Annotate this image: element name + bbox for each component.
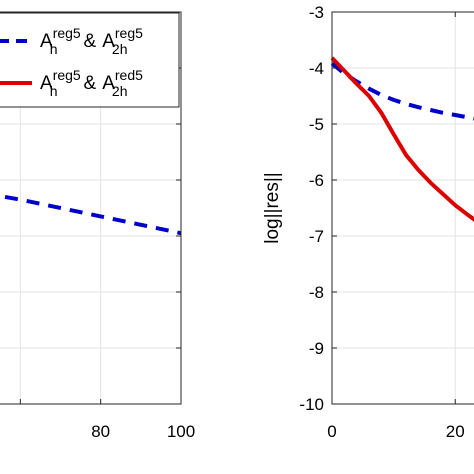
axes-box: [0, 11, 182, 405]
x-tick-label: 80: [91, 422, 110, 441]
y-tick-label: -5: [309, 115, 324, 134]
x-tick-label: 20: [446, 422, 465, 441]
y-axis-label: log||res||: [262, 172, 283, 244]
y-tick-label: -10: [299, 395, 324, 414]
legend-entry: Areg5 h & Areg5 2h: [40, 25, 143, 57]
x-tick-label: 100: [167, 422, 195, 441]
y-tick-label: -8: [309, 283, 324, 302]
series-line-red5: [330, 56, 474, 222]
legend-box: [0, 12, 180, 108]
y-tick-label: -3: [309, 3, 324, 22]
series-line-reg5: [330, 61, 474, 121]
y-tick-label: -6: [309, 171, 324, 190]
y-tick-label: -4: [309, 59, 324, 78]
axes-box: [331, 11, 474, 405]
left-panel: 80 100 Areg5 h & Areg5 2h Areg5 h & Ared5 2h: [0, 11, 195, 441]
legend-entry: Areg5 h & Ared5 2h: [40, 67, 143, 99]
right-panel: 0 20 -3 -4 -5 -6 -7 -8 -9 -10 log||res||: [262, 3, 474, 441]
y-tick-label: -7: [309, 227, 324, 246]
axes: 0 20 -3 -4 -5 -6 -7 -8 -9 -10 log||res||: [262, 3, 474, 441]
y-tick-label: -9: [309, 339, 324, 358]
series-line-reg5: [0, 194, 182, 236]
axes: 80 100: [0, 11, 195, 441]
x-tick-label: 0: [327, 422, 336, 441]
legend: Areg5 h & Areg5 2h Areg5 h & Ared5 2h: [0, 12, 180, 108]
